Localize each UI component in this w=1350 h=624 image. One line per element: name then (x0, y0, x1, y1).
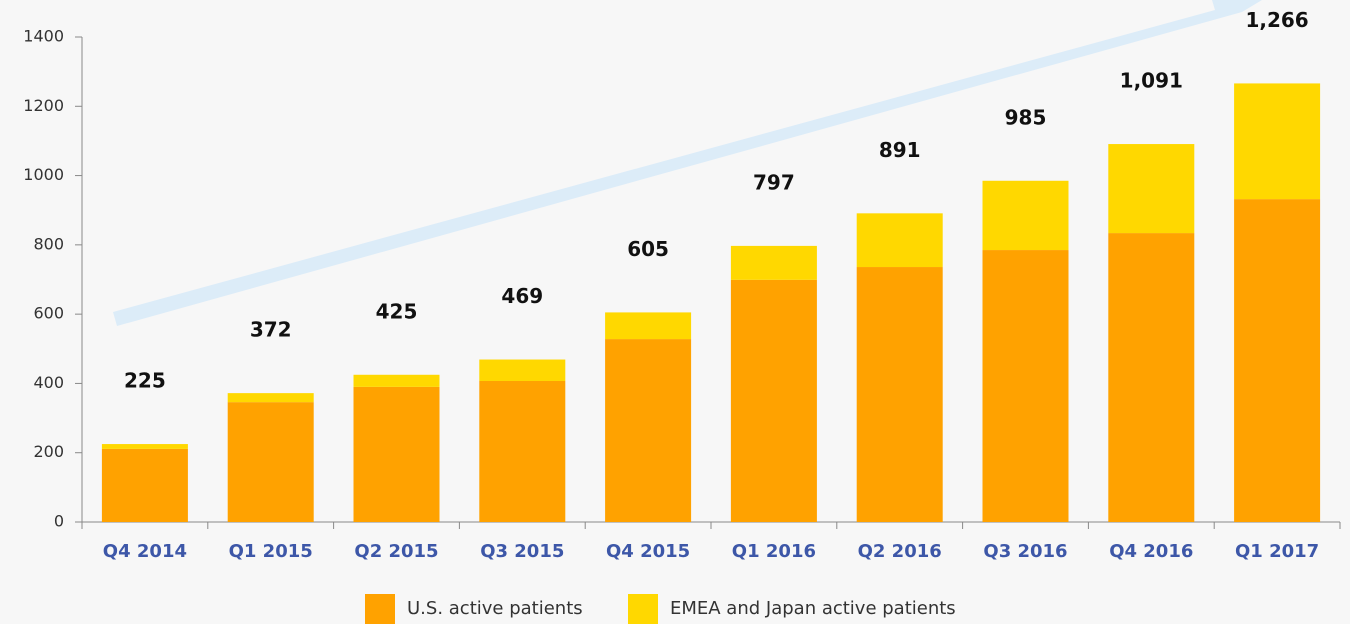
y-tick-label: 400 (33, 373, 64, 392)
total-label: 372 (250, 318, 292, 342)
bar-segment (353, 374, 440, 387)
y-tick-label: 200 (33, 442, 64, 461)
y-tick-label: 1400 (23, 27, 64, 46)
bar-segment (605, 312, 692, 340)
total-label: 425 (376, 299, 418, 323)
bar-segment (1234, 199, 1321, 522)
bar-segment (730, 245, 817, 280)
y-tick-label: 800 (33, 234, 64, 253)
total-label: 985 (1005, 105, 1047, 129)
x-tick-label: Q2 2016 (858, 541, 942, 562)
x-tick-label: Q1 2015 (229, 541, 313, 562)
bar-segment (227, 402, 314, 522)
x-tick-label: Q1 2017 (1235, 541, 1319, 562)
bar-segment (1234, 83, 1321, 200)
legend-label: U.S. active patients (407, 598, 583, 619)
x-tick-label: Q2 2015 (354, 541, 438, 562)
y-tick-label: 0 (54, 512, 64, 531)
total-label: 1,266 (1245, 8, 1308, 32)
bar-segment (856, 267, 943, 522)
bar-segment (982, 180, 1069, 251)
bar-segment (227, 393, 314, 403)
x-tick-label: Q1 2016 (732, 541, 816, 562)
total-label: 225 (124, 369, 166, 393)
bar-segment (353, 386, 440, 522)
x-tick-label: Q3 2016 (983, 541, 1067, 562)
total-label: 605 (627, 237, 669, 261)
legend-swatch (628, 594, 658, 624)
x-tick-label: Q4 2016 (1109, 541, 1193, 562)
bar-segment (1108, 233, 1195, 523)
bar-segment (101, 448, 188, 522)
bar-segment (479, 381, 566, 522)
total-label: 469 (501, 284, 543, 308)
y-tick-label: 1000 (23, 165, 64, 184)
total-label: 1,091 (1120, 69, 1183, 93)
y-tick-label: 600 (33, 304, 64, 323)
bar-segment (1108, 144, 1195, 234)
legend-label: EMEA and Japan active patients (670, 598, 956, 619)
legend-swatch (365, 594, 395, 624)
total-label: 797 (753, 170, 795, 194)
growth-arrow (113, 0, 1262, 326)
x-tick-label: Q4 2015 (606, 541, 690, 562)
bar-segment (605, 339, 692, 522)
bar-segment (856, 213, 943, 268)
total-label: 891 (879, 138, 921, 162)
x-tick-label: Q3 2015 (480, 541, 564, 562)
bar-segment (730, 279, 817, 522)
bar-segment (982, 250, 1069, 522)
y-tick-label: 1200 (23, 96, 64, 115)
bar-segment (101, 444, 188, 449)
bar-segment (479, 359, 566, 382)
x-tick-label: Q4 2014 (103, 541, 187, 562)
